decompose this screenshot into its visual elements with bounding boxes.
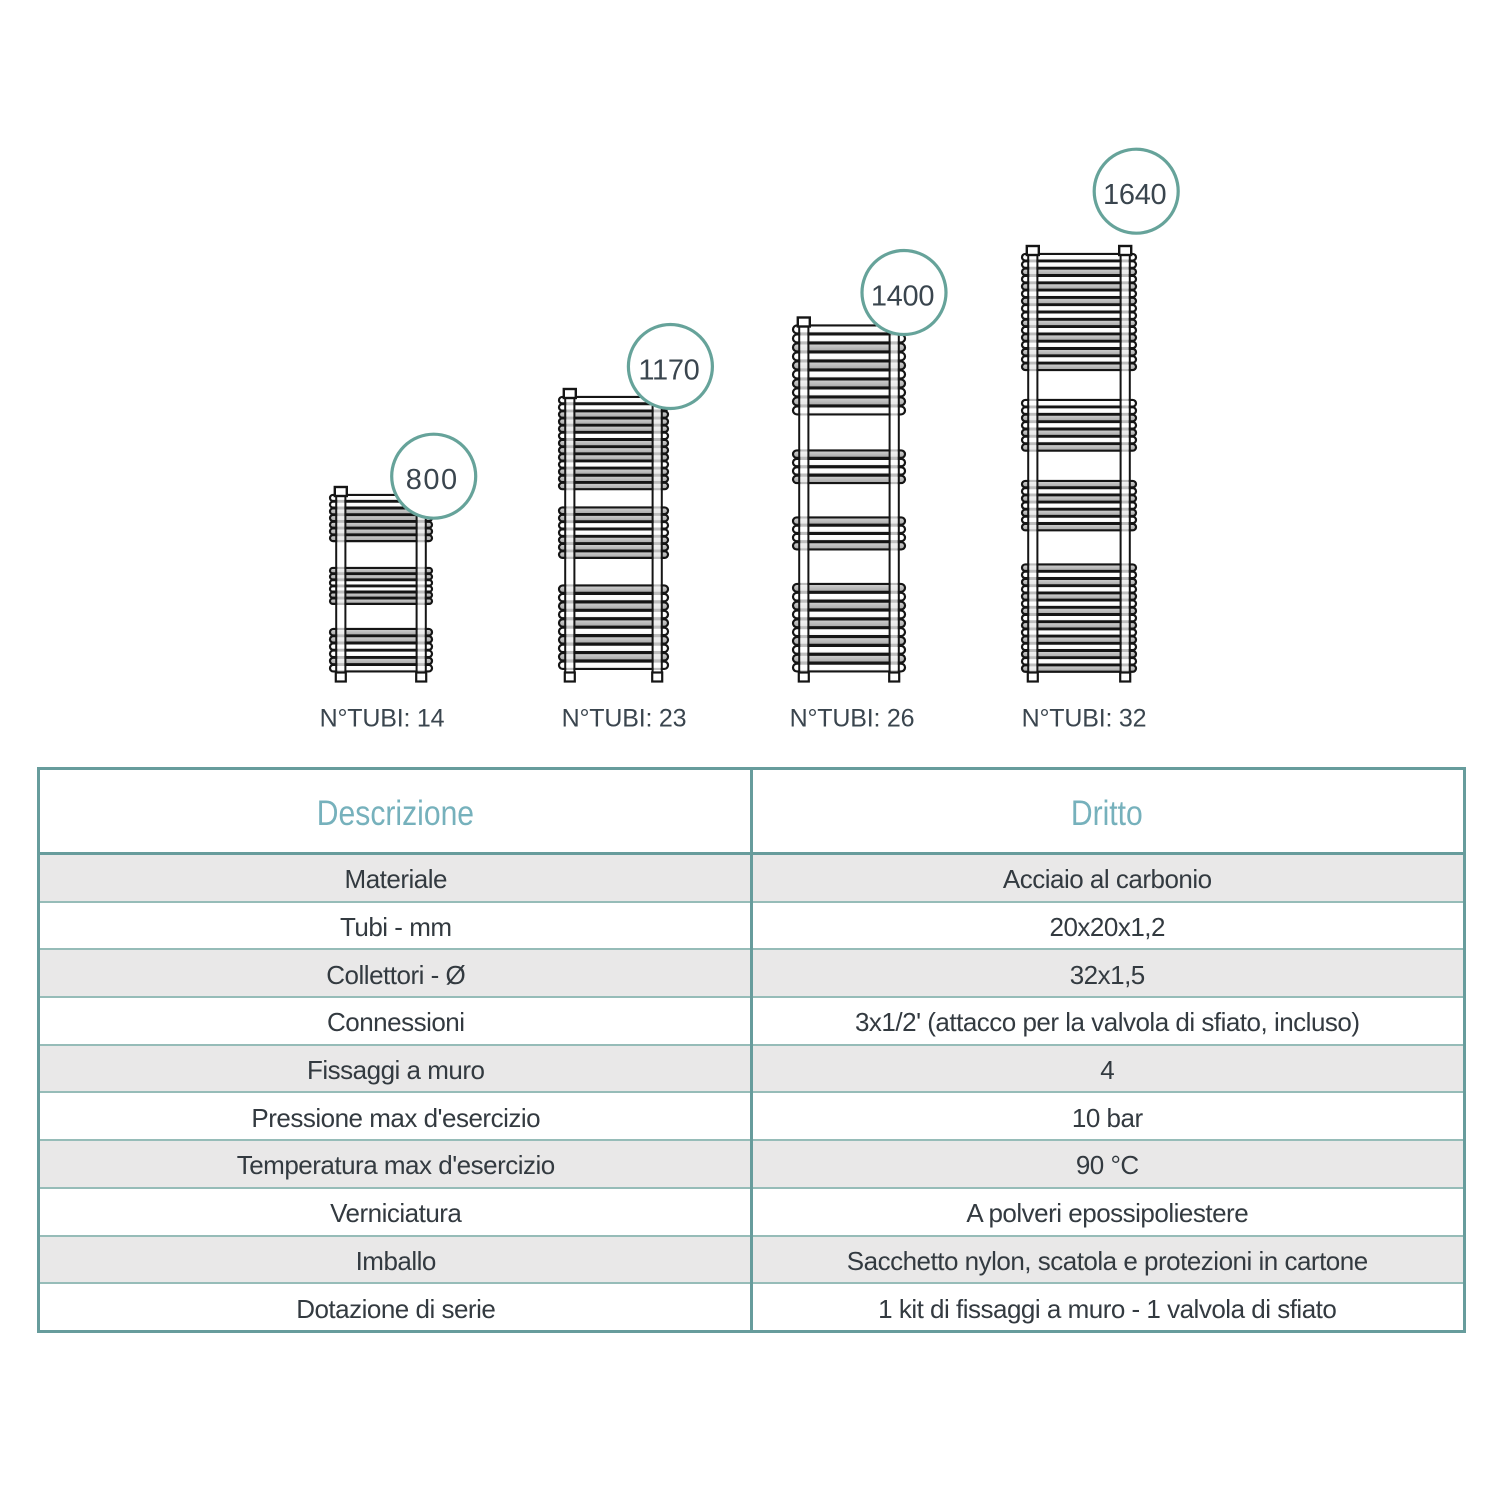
- svg-text:1640: 1640: [1103, 179, 1166, 211]
- svg-text:N°TUBI: 23: N°TUBI: 23: [562, 705, 687, 733]
- svg-text:1170: 1170: [638, 355, 699, 387]
- svg-text:N°TUBI: 26: N°TUBI: 26: [790, 705, 915, 733]
- svg-text:800: 800: [406, 464, 459, 496]
- svg-text:N°TUBI: 14: N°TUBI: 14: [320, 705, 445, 733]
- svg-text:1400: 1400: [871, 281, 934, 313]
- svg-text:N°TUBI: 32: N°TUBI: 32: [1022, 705, 1147, 733]
